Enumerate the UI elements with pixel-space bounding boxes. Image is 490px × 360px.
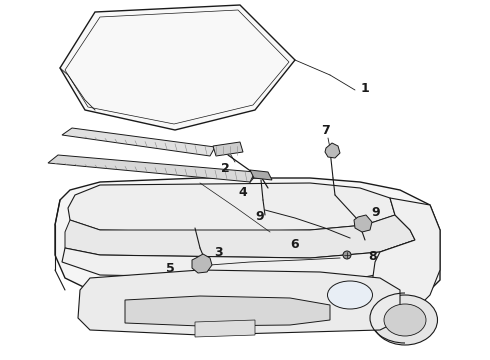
Text: 9: 9	[256, 210, 264, 222]
Polygon shape	[325, 143, 340, 158]
Text: 4: 4	[239, 185, 247, 198]
Text: 7: 7	[320, 123, 329, 136]
Text: 8: 8	[368, 249, 377, 262]
Polygon shape	[55, 178, 440, 322]
Polygon shape	[195, 320, 255, 337]
Polygon shape	[213, 142, 243, 156]
Text: 3: 3	[214, 246, 222, 258]
Polygon shape	[62, 240, 430, 280]
Polygon shape	[68, 183, 395, 232]
Polygon shape	[250, 170, 272, 180]
Polygon shape	[65, 215, 415, 258]
Ellipse shape	[327, 281, 372, 309]
Polygon shape	[125, 296, 330, 326]
Polygon shape	[78, 270, 400, 335]
Polygon shape	[370, 198, 440, 320]
Text: 9: 9	[372, 206, 380, 219]
Polygon shape	[48, 155, 255, 182]
Polygon shape	[60, 5, 295, 130]
Text: 2: 2	[220, 162, 229, 175]
Ellipse shape	[343, 251, 351, 259]
Ellipse shape	[384, 304, 426, 336]
Ellipse shape	[372, 295, 438, 345]
Polygon shape	[354, 215, 372, 232]
Polygon shape	[62, 128, 215, 156]
Polygon shape	[192, 254, 212, 273]
Text: 5: 5	[166, 261, 174, 274]
Text: 1: 1	[361, 81, 369, 95]
Text: 6: 6	[291, 238, 299, 251]
